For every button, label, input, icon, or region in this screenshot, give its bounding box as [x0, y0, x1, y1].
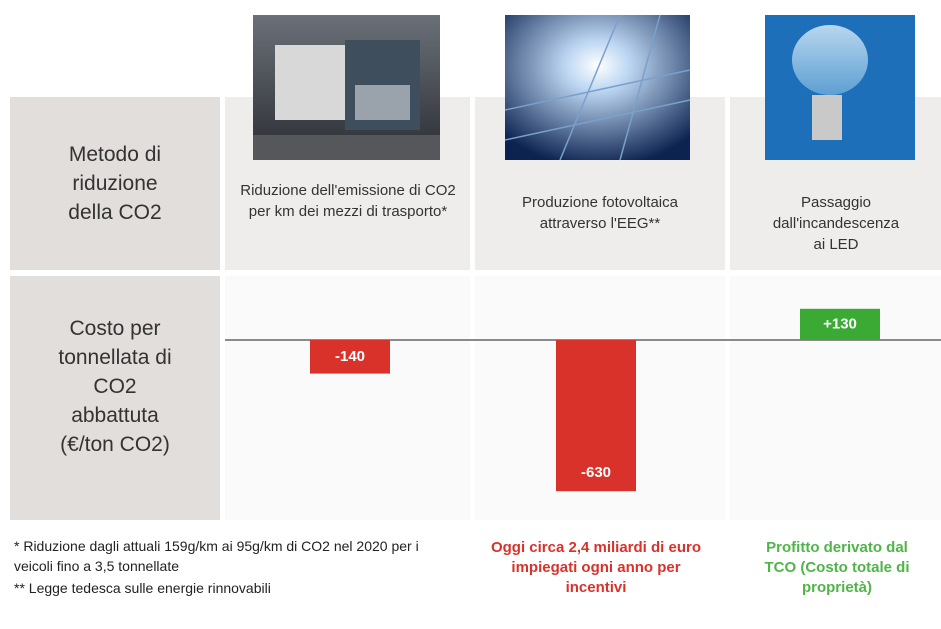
row-header-line: tonnellata di [58, 346, 172, 369]
row-header-line: CO2 [93, 375, 137, 398]
category-label: Passaggio dall'incandescenza ai LED [772, 194, 900, 253]
note: Profitto derivato dal TCO (Costo totale … [764, 539, 910, 596]
led-image [765, 15, 915, 160]
truck-image [253, 15, 440, 160]
row-header-line: (€/ton CO2) [60, 433, 170, 456]
row-header: Metodo di riduzione della CO2 [10, 140, 220, 227]
row-header-line: abbattuta [71, 404, 159, 427]
row-header-bg [10, 97, 220, 270]
row-header: Costo per tonnellata di CO2 abbattuta (€/ton… [10, 314, 220, 459]
row-header-line: Metodo di [68, 143, 162, 166]
bar [556, 340, 636, 492]
solar-image [504, 14, 691, 161]
category-label: Riduzione dell'emissione di CO2 per km d… [240, 182, 456, 220]
bar [800, 308, 880, 340]
row-header-line: riduzione [72, 172, 158, 195]
note: Oggi circa 2,4 miliardi di euro impiegat… [490, 539, 702, 596]
bar [310, 340, 390, 374]
row-header-line: Costo per [69, 317, 161, 340]
footnote: * Riduzione dagli attuali 159g/km ai 95g… [14, 538, 419, 574]
row-header-bg [10, 276, 220, 520]
row-header-line: della CO2 [68, 201, 162, 224]
footnote: ** Legge tedesca sulle energie rinnovabi… [14, 580, 271, 596]
cell-bg [225, 276, 470, 520]
value-label: -140 [335, 348, 365, 365]
value-label: +130 [823, 315, 857, 332]
category-label: Produzione fotovoltaica attraverso l'EEG… [522, 194, 678, 232]
value-label: -630 [581, 464, 611, 481]
